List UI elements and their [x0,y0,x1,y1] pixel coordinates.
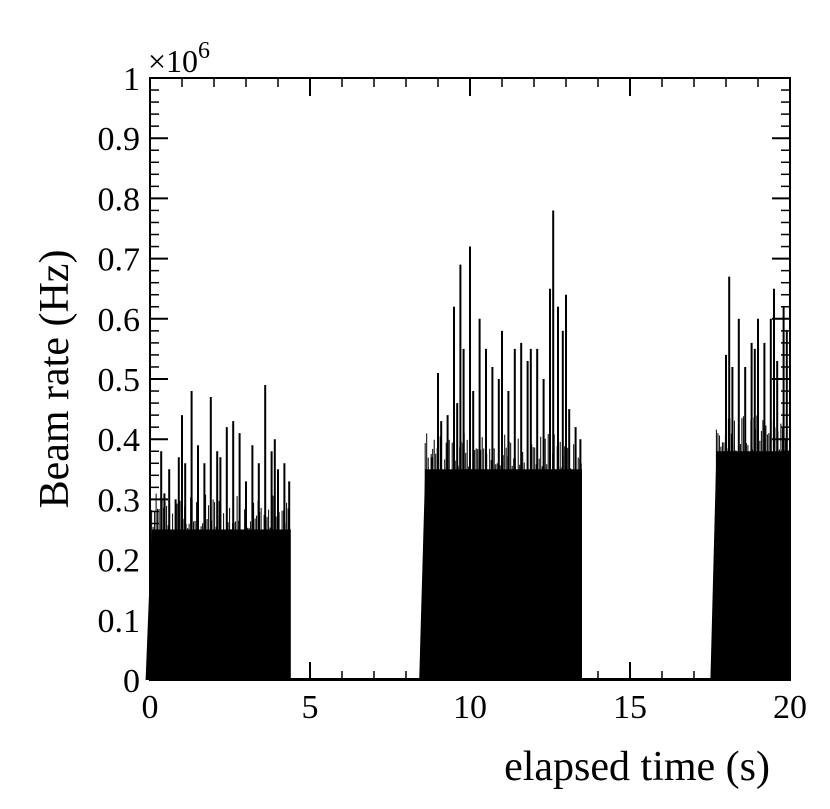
x-tick-label: 20 [773,689,807,726]
y-multiplier-exponent: 6 [198,38,210,64]
burst-ramp-2 [710,451,717,680]
axes-group: 00.10.20.30.40.50.60.70.80.910 5 10 15 20 [98,61,808,726]
bars-group [145,210,791,680]
y-tick-label: 0.6 [98,302,141,339]
burst-ramp-1 [419,469,426,680]
y-tick-label: 0.3 [98,482,141,519]
y-tick-label: 0.2 [98,543,141,580]
x-tick-label: 10 [453,689,487,726]
y-multiplier-base: ×10 [148,43,198,79]
x-axis-title: elapsed time (s) [504,744,770,790]
y-tick-label: 0.1 [98,603,141,640]
y-tick-label: 0.4 [98,422,141,459]
y-axis-multiplier: ×106 [148,38,210,79]
y-axis-title: Beam rate (Hz) [32,250,78,509]
x-tick-label: 15 [613,689,647,726]
x-tick-label: 5 [302,689,319,726]
y-tick-label: 0.9 [98,121,141,158]
y-tick-label: 0.8 [98,181,141,218]
y-tick-label: 0 [123,663,140,700]
y-tick-label: 1 [123,61,140,98]
x-tick-label: 0 [142,689,159,726]
y-tick-label: 0.7 [98,242,141,279]
y-tick-label: 0.5 [98,362,141,399]
